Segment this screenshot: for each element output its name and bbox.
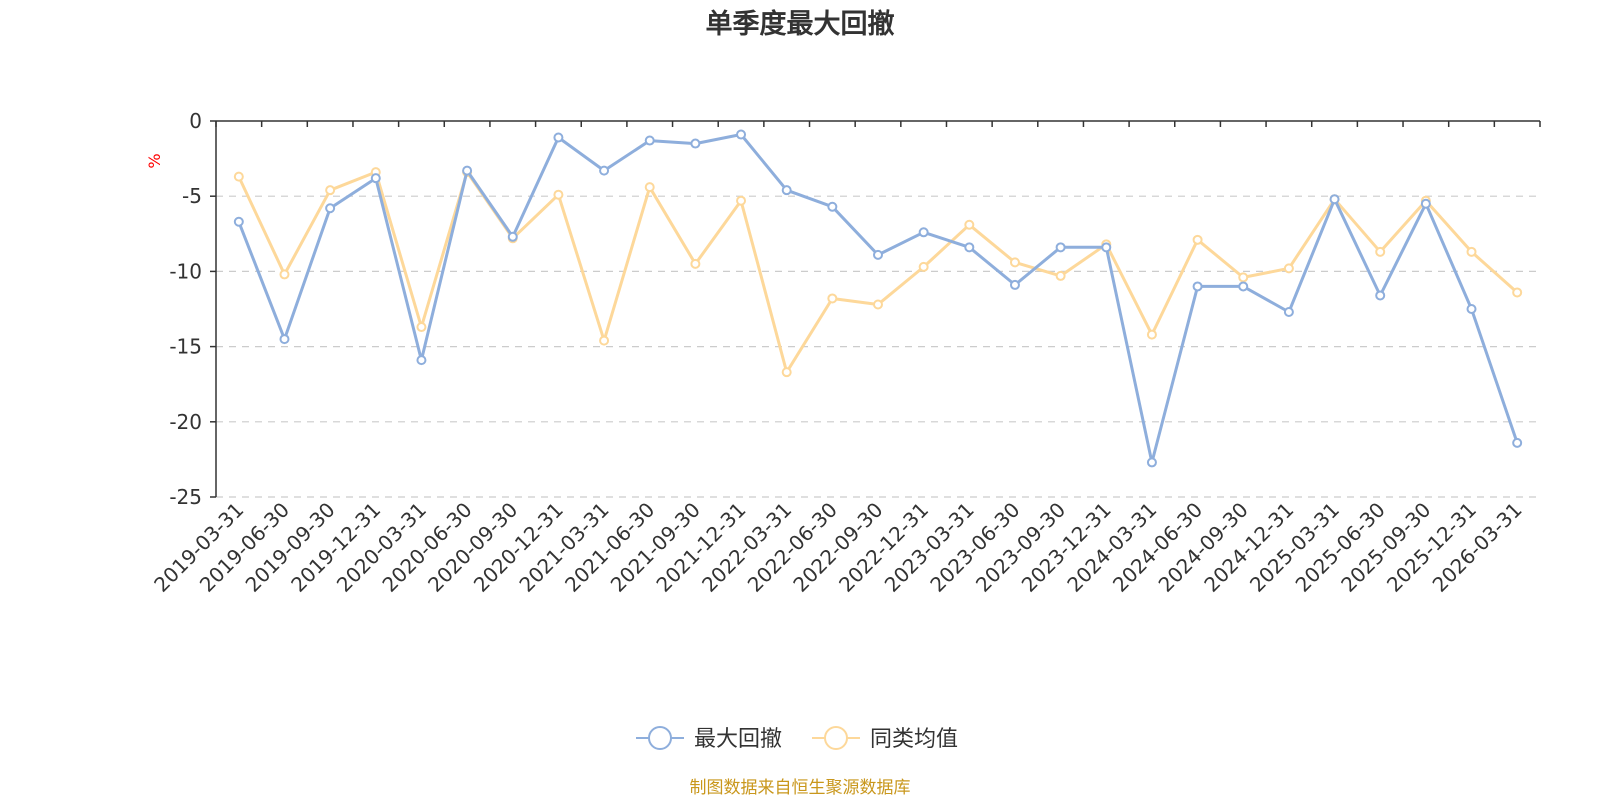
gridlines (216, 195, 1540, 498)
data-point[interactable] (553, 189, 564, 200)
legend-marker-icon (824, 726, 848, 750)
data-point[interactable] (1009, 279, 1020, 290)
y-tick-label: -25 (169, 485, 202, 509)
data-point[interactable] (416, 355, 427, 366)
data-point[interactable] (1283, 263, 1294, 274)
data-point[interactable] (827, 201, 838, 212)
y-tick-label: -5 (182, 184, 202, 208)
legend-label: 最大回撤 (694, 727, 782, 752)
legend-item[interactable]: 最大回撤 (636, 726, 782, 752)
data-point[interactable] (1192, 234, 1203, 245)
data-point[interactable] (1238, 272, 1249, 283)
data-point[interactable] (1375, 290, 1386, 301)
data-point[interactable] (827, 293, 838, 304)
data-point[interactable] (279, 334, 290, 345)
data-point[interactable] (1420, 198, 1431, 209)
data-point[interactable] (644, 135, 655, 146)
y-axis-unit: % (145, 153, 164, 168)
data-point[interactable] (279, 269, 290, 280)
data-point[interactable] (1101, 242, 1112, 253)
data-point[interactable] (873, 249, 883, 260)
source-note: 制图数据来自恒生聚源数据库 (690, 778, 911, 798)
legend-item[interactable]: 同类均值 (812, 726, 958, 752)
series-0 (233, 129, 1523, 468)
chart-title: 单季度最大回撤 (706, 8, 895, 40)
data-point[interactable] (1009, 257, 1020, 268)
data-point[interactable] (964, 219, 975, 230)
data-point[interactable] (1055, 242, 1066, 253)
data-point[interactable] (599, 165, 610, 176)
data-point[interactable] (873, 299, 883, 310)
y-tick-label: -15 (169, 335, 202, 359)
data-point[interactable] (1146, 457, 1157, 468)
data-point[interactable] (1466, 304, 1477, 314)
data-point[interactable] (1512, 437, 1523, 448)
legend-marker-icon (648, 726, 672, 750)
data-point[interactable] (462, 165, 473, 176)
data-point[interactable] (964, 242, 975, 253)
series-1 (233, 167, 1523, 378)
data-point[interactable] (1512, 287, 1523, 298)
data-point[interactable] (918, 227, 929, 238)
data-point[interactable] (1055, 270, 1066, 281)
y-tick-label: -20 (169, 410, 202, 434)
data-point[interactable] (1192, 281, 1203, 292)
data-point[interactable] (325, 203, 336, 214)
data-point[interactable] (416, 322, 427, 333)
data-point[interactable] (325, 185, 336, 196)
y-tick-label: -10 (169, 259, 202, 283)
data-point[interactable] (233, 171, 244, 182)
data-point[interactable] (507, 231, 518, 242)
data-point[interactable] (1238, 281, 1249, 292)
data-point[interactable] (736, 129, 747, 140)
axes: 0-5-10-15-20-252019-03-312019-06-302019-… (149, 109, 1541, 597)
legend-label: 同类均值 (870, 727, 958, 752)
data-point[interactable] (690, 138, 701, 149)
data-point[interactable] (370, 173, 381, 184)
data-point[interactable] (1329, 194, 1340, 205)
data-point[interactable] (918, 261, 929, 272)
data-point[interactable] (1146, 329, 1157, 340)
legend[interactable]: 最大回撤 同类均值 (636, 726, 958, 752)
data-point[interactable] (233, 216, 244, 227)
data-point[interactable] (644, 182, 655, 193)
series-layer (233, 129, 1523, 468)
data-point[interactable] (599, 335, 610, 346)
data-point[interactable] (736, 195, 747, 206)
data-point[interactable] (781, 367, 792, 378)
data-point[interactable] (1466, 246, 1477, 257)
series-line (237, 170, 1519, 374)
data-point[interactable] (781, 185, 792, 196)
data-point[interactable] (690, 258, 701, 269)
data-point[interactable] (553, 132, 564, 143)
y-tick-label: 0 (189, 109, 202, 133)
data-point[interactable] (1283, 307, 1294, 318)
data-point[interactable] (1375, 246, 1386, 257)
